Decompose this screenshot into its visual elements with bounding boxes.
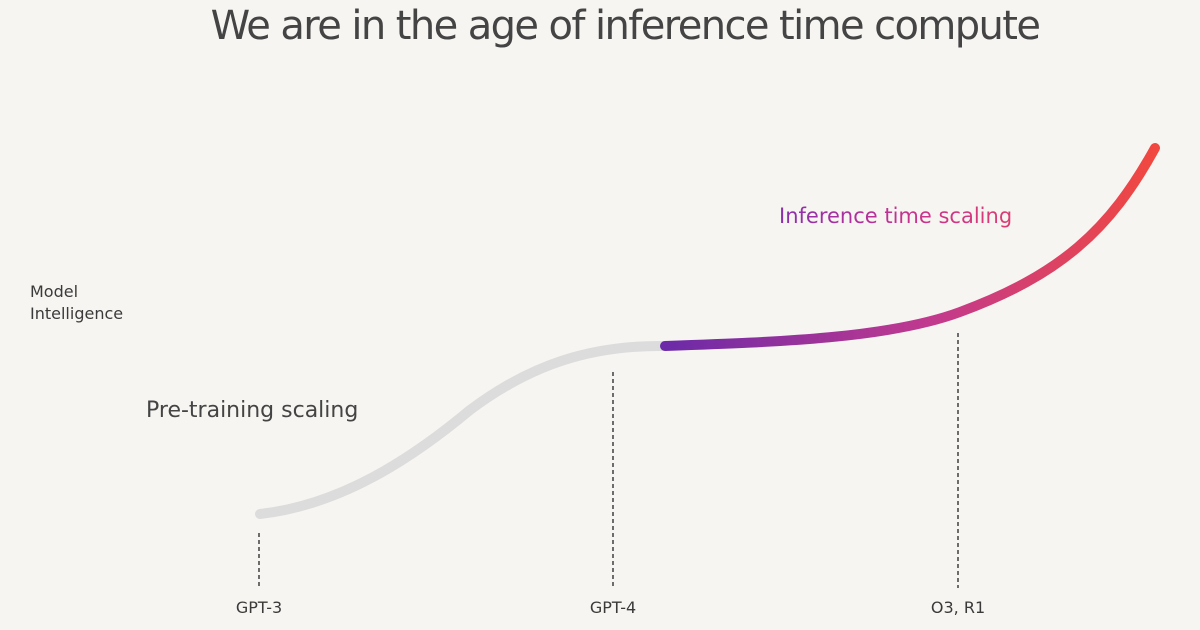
y-axis-label: Model Intelligence <box>30 281 123 325</box>
slide-title: We are in the age of inference time comp… <box>210 3 1041 49</box>
milestone-gpt4: GPT-4 <box>589 598 637 617</box>
milestone-gpt3: GPT-3 <box>235 598 283 617</box>
y-axis-label-line-2: Intelligence <box>30 304 124 323</box>
inference-scaling-label: Inference time scaling <box>779 204 1013 228</box>
milestone-o3-r1: O3, R1 <box>930 598 986 617</box>
y-axis-label-line-1: Model <box>30 282 79 301</box>
pre-training-curve <box>255 340 670 519</box>
pre-training-label: Pre-training scaling <box>146 398 359 423</box>
inference-scaling-curve <box>660 143 1160 351</box>
